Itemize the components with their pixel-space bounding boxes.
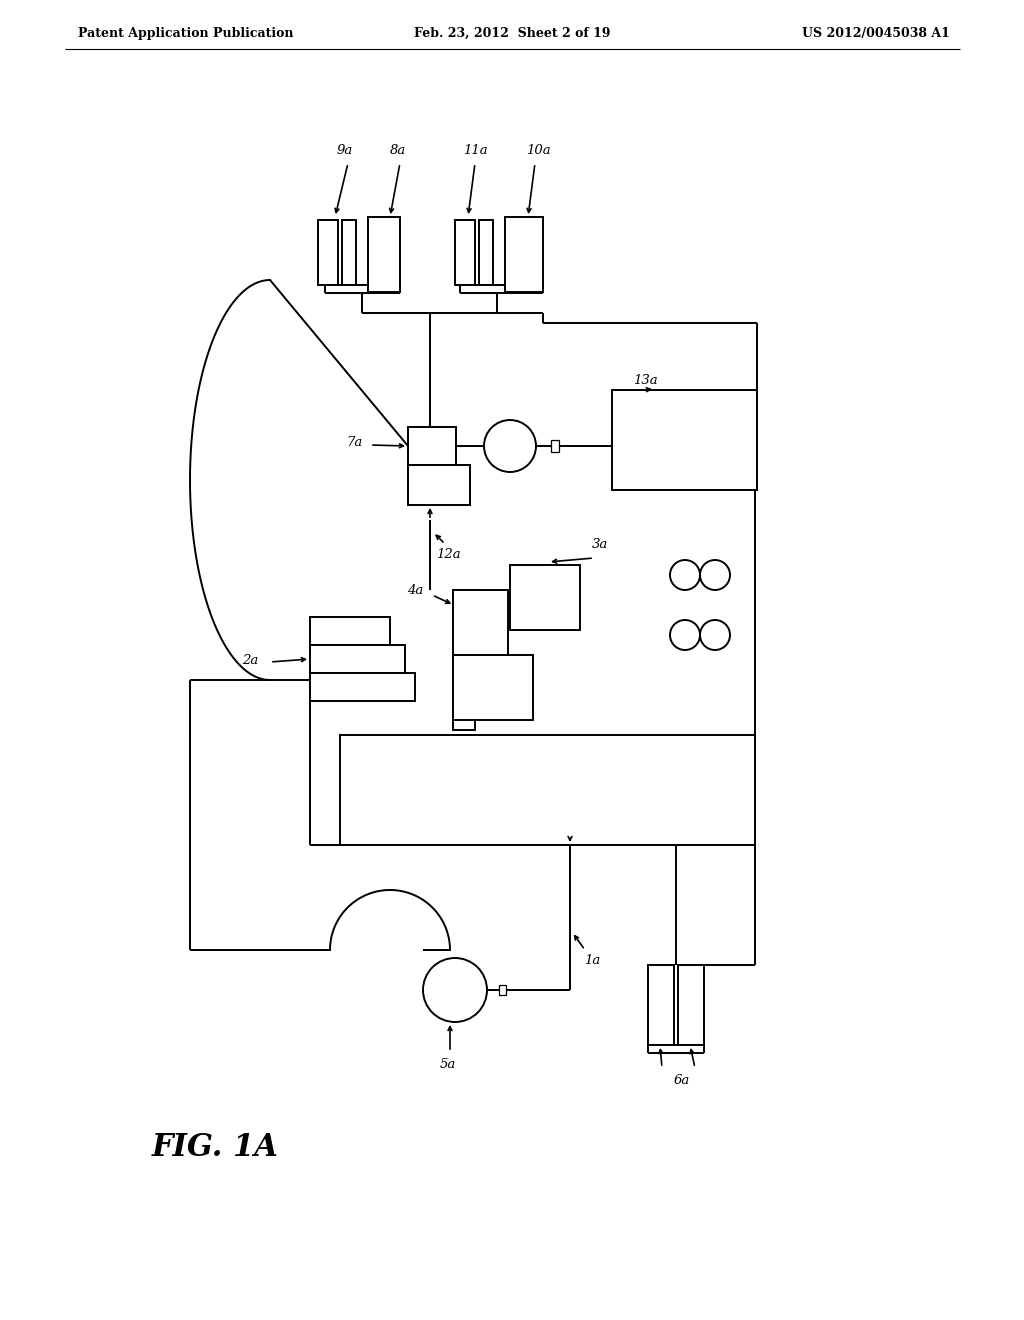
Bar (648, 965, 674, 1045)
Text: US 2012/0045038 A1: US 2012/0045038 A1 (802, 26, 950, 40)
Text: Patent Application Publication: Patent Application Publication (78, 26, 294, 40)
Text: 8a: 8a (390, 144, 407, 157)
Bar (310, 673, 415, 701)
Bar (368, 216, 400, 292)
Bar (551, 440, 559, 451)
Bar (612, 389, 757, 490)
Bar (453, 590, 508, 655)
Bar (342, 220, 356, 285)
Text: 5a: 5a (440, 1059, 456, 1072)
Text: 11a: 11a (463, 144, 487, 157)
Bar (510, 565, 580, 630)
Text: 12a: 12a (435, 549, 461, 561)
Text: 7a: 7a (347, 436, 364, 449)
Text: 3a: 3a (592, 539, 608, 552)
Bar (455, 220, 475, 285)
Bar (310, 616, 390, 645)
Bar (318, 220, 338, 285)
Bar (453, 590, 475, 730)
Bar (678, 965, 705, 1045)
Text: 2a: 2a (242, 653, 258, 667)
Text: 4a: 4a (407, 583, 423, 597)
Text: 1a: 1a (584, 953, 600, 966)
Bar (340, 735, 755, 845)
Text: 10a: 10a (525, 144, 550, 157)
Text: 9a: 9a (337, 144, 353, 157)
Text: Feb. 23, 2012  Sheet 2 of 19: Feb. 23, 2012 Sheet 2 of 19 (414, 26, 610, 40)
Bar (408, 426, 456, 465)
Text: FIG. 1A: FIG. 1A (152, 1133, 279, 1163)
Bar (453, 655, 534, 719)
Bar (310, 645, 406, 673)
Bar (505, 216, 543, 292)
Bar (479, 220, 493, 285)
Text: 6a: 6a (674, 1073, 690, 1086)
Bar (408, 465, 470, 506)
Bar (499, 985, 506, 995)
Text: 13a: 13a (633, 374, 657, 387)
